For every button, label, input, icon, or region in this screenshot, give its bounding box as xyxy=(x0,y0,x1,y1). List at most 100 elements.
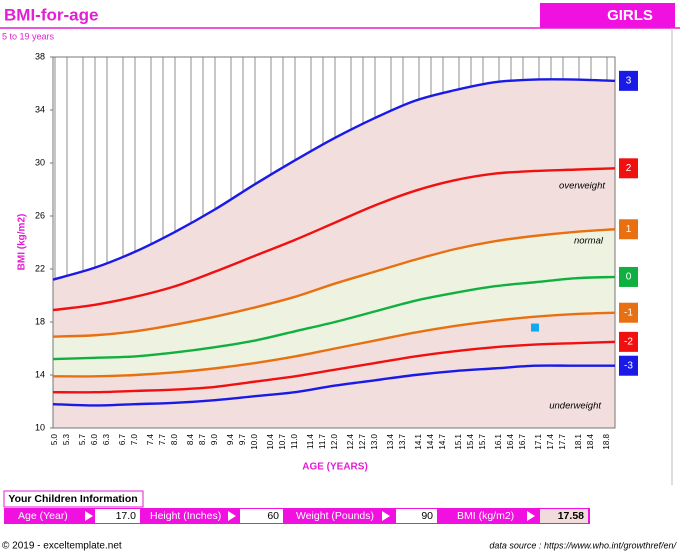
x-tick-label: 11.7 xyxy=(318,433,327,449)
sd-badge-label: 2 xyxy=(626,163,632,174)
x-tick-label: 6.0 xyxy=(90,433,99,445)
annotation: underweight xyxy=(549,401,601,412)
sd-badge xyxy=(619,266,638,287)
x-tick-label: 12.0 xyxy=(330,433,339,449)
x-tick-label: 5.3 xyxy=(62,433,71,445)
sd-badge xyxy=(619,70,638,91)
sd-badge xyxy=(619,158,638,179)
x-tick-label: 5.0 xyxy=(50,433,59,445)
x-tick-label: 8.7 xyxy=(198,433,207,445)
y-tick-label: 10 xyxy=(35,422,45,432)
x-tick-label: 12.4 xyxy=(346,433,355,449)
y-tick-label: 38 xyxy=(35,51,45,61)
plot-frame xyxy=(52,56,616,429)
x-tick-label: 14.4 xyxy=(426,433,435,449)
field-arrow xyxy=(85,511,93,521)
child-point xyxy=(531,323,539,332)
sd-badge-label: -2 xyxy=(624,337,633,348)
x-tick-label: 13.7 xyxy=(398,433,407,449)
field-value: 60 xyxy=(267,510,279,522)
sd-line xyxy=(52,340,616,394)
x-tick-label: 13.0 xyxy=(370,433,379,449)
x-tick-label: 15.1 xyxy=(454,433,463,449)
x-tick-label: 10.7 xyxy=(278,433,287,449)
x-tick-label: 15.4 xyxy=(466,433,475,449)
sd-badge xyxy=(619,331,638,352)
annotation: normal xyxy=(574,236,604,247)
sd-line xyxy=(52,167,616,312)
x-tick-label: 7.4 xyxy=(146,433,155,445)
x-tick-label: 18.4 xyxy=(586,433,595,449)
y-tick-label: 14 xyxy=(35,369,45,379)
sd-badge-label: 1 xyxy=(626,224,632,235)
gender-badge: GIRLS xyxy=(607,7,653,24)
x-axis-title: AGE (YEARS) xyxy=(302,462,368,473)
sd-line xyxy=(52,364,615,407)
x-tick-label: 17.7 xyxy=(558,433,567,449)
x-tick-label: 7.0 xyxy=(130,433,139,445)
plot: 5.0 5.3 5.7 6.0 6.3 6.7 7.0 7.4 7.7 8.0 8.4 8.7 9.0 9… xyxy=(35,51,638,450)
field-label: Weight (Pounds) xyxy=(296,510,374,522)
y-tick-label: 18 xyxy=(35,316,45,326)
x-tick-label: 8.4 xyxy=(186,433,195,445)
band-normal xyxy=(53,229,615,377)
x-tick-label: 13.4 xyxy=(386,433,395,449)
x-tick-label: 10.4 xyxy=(266,433,275,449)
sd-badge xyxy=(619,355,638,376)
field-value: 17.58 xyxy=(558,510,584,522)
field-label: Age (Year) xyxy=(18,510,68,522)
field-value: 90 xyxy=(421,510,433,522)
badge-box xyxy=(540,3,675,28)
x-tick-label: 11.4 xyxy=(306,433,315,449)
x-tick-label: 12.7 xyxy=(358,433,367,449)
y-tick-label: 30 xyxy=(35,157,45,167)
field-arrow xyxy=(228,511,236,521)
x-tick-label: 6.3 xyxy=(102,433,111,445)
field-box xyxy=(540,509,588,523)
y-tick-label: 34 xyxy=(35,104,45,114)
x-tick-label: 18.8 xyxy=(602,433,611,449)
field-label: BMI (kg/m2) xyxy=(457,510,514,522)
sd-badge-label: -1 xyxy=(624,307,633,318)
sd-badge xyxy=(619,302,638,323)
y-tick-label: 22 xyxy=(35,263,45,273)
field-box xyxy=(240,509,283,523)
x-tick-label: 16.1 xyxy=(494,433,503,449)
y-axis-title: BMI (kg/m2) xyxy=(17,214,28,271)
x-tick-label: 7.7 xyxy=(158,433,167,445)
x-tick-label: 14.7 xyxy=(438,433,447,449)
sd-badge-label: 0 xyxy=(626,272,632,283)
field-arrow xyxy=(382,511,390,521)
x-tick-label: 14.1 xyxy=(414,433,423,449)
x-tick-label: 9.0 xyxy=(210,433,219,445)
x-tick-label: 9.4 xyxy=(226,433,235,445)
sd-badge-label: 3 xyxy=(626,75,632,86)
annotation: overweight xyxy=(559,181,605,192)
field-value: 17.0 xyxy=(116,510,137,522)
sd-line xyxy=(52,311,616,378)
sd-line xyxy=(52,228,616,338)
field-label: Height (Inches) xyxy=(150,510,221,522)
x-tick-label: 16.7 xyxy=(518,433,527,449)
page-title: BMI-for-age xyxy=(4,5,98,24)
field-box xyxy=(396,509,437,523)
x-tick-label: 5.7 xyxy=(78,433,87,445)
x-tick-label: 8.0 xyxy=(170,433,179,445)
x-tick-label: 6.7 xyxy=(118,433,127,445)
subtitle: 5 to 19 years xyxy=(2,31,55,41)
sd-line xyxy=(52,78,616,281)
info-bar xyxy=(4,508,590,524)
data-source: data source : https://www.who.int/growth… xyxy=(489,540,677,550)
field-box xyxy=(95,509,140,523)
field-arrow xyxy=(527,511,535,521)
info-title: Your Children Information xyxy=(8,493,137,505)
x-tick-label: 16.4 xyxy=(506,433,515,449)
info-fields: Age (Year) 17.0 Height (Inches) 60 Weight (P… xyxy=(18,509,588,523)
x-tick-label: 17.1 xyxy=(534,433,543,449)
y-tick-label: 26 xyxy=(35,210,45,220)
sd-line xyxy=(52,275,616,361)
x-tick-label: 18.1 xyxy=(574,433,583,449)
x-tick-label: 15.7 xyxy=(478,433,487,449)
